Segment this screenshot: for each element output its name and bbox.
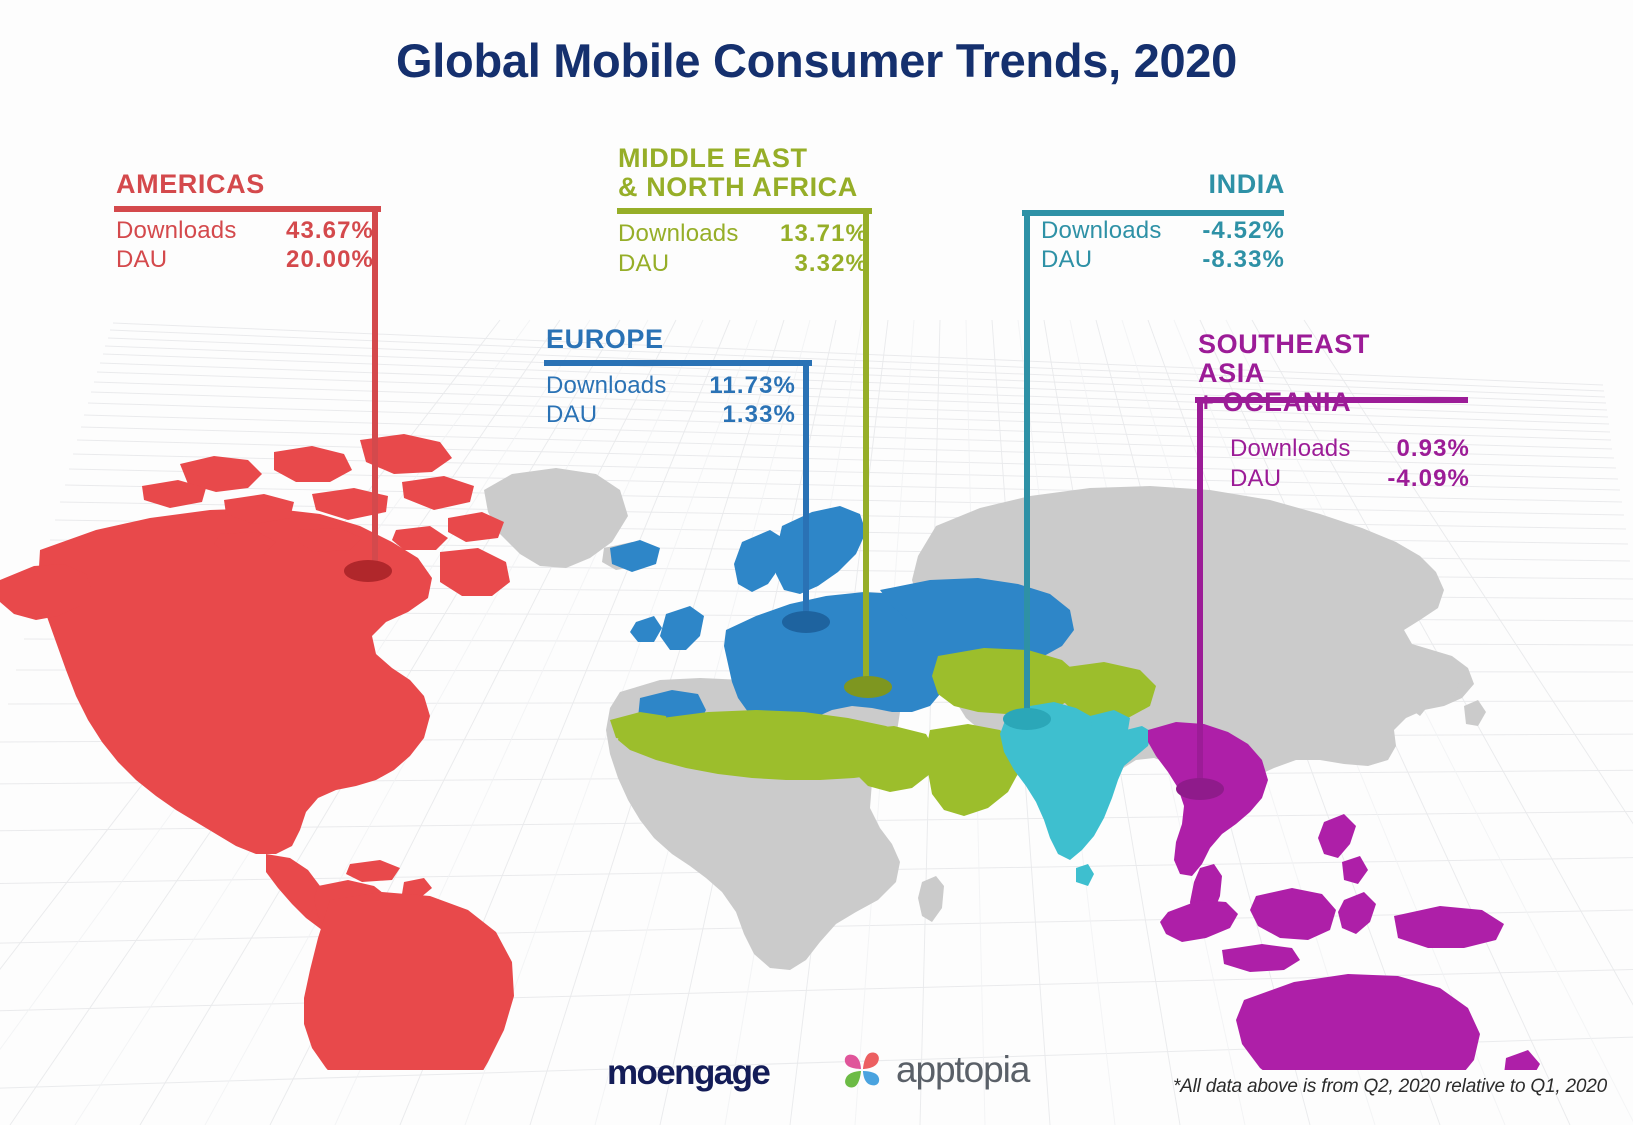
apptopia-wordmark: apptopia (896, 1049, 1030, 1090)
metric-label: Downloads (1041, 217, 1162, 245)
metric-label: DAU (1041, 246, 1093, 274)
callout-mena-heading: MIDDLE EAST & NORTH AFRICA (618, 143, 858, 203)
metric-label: DAU (116, 246, 168, 274)
callout-sea-heading: SOUTHEAST ASIA + OCEANIA (1198, 329, 1370, 418)
footer: moengage apptopia *All data above is fro… (0, 1040, 1633, 1125)
metric-value: -8.33% (1202, 246, 1285, 274)
callout-europe: EUROPE Downloads 11.73% DAU 1.33% (546, 324, 796, 430)
apptopia-logo: apptopia (840, 1048, 1030, 1092)
map-region-india (1000, 702, 1152, 886)
leader-southeast-asia (1195, 397, 1468, 784)
leader-mena (617, 208, 872, 682)
map-region-mena (610, 648, 1156, 816)
metric-row: Downloads 13.71% (618, 219, 868, 248)
metric-value: 43.67% (286, 217, 374, 245)
callout-americas-heading: AMERICAS (116, 169, 265, 199)
map-pin-europe (782, 611, 830, 633)
map-region-americas-south (304, 892, 514, 1070)
metric-row: Downloads 0.93% (1230, 434, 1470, 463)
metric-row: Downloads 11.73% (546, 371, 796, 400)
metric-value: 20.00% (286, 246, 374, 274)
metric-value: 0.93% (1396, 435, 1470, 463)
metric-row: DAU -8.33% (1041, 245, 1285, 274)
metric-value: -4.52% (1202, 217, 1285, 245)
metric-label: Downloads (116, 217, 237, 245)
callout-mena-rows: Downloads 13.71% DAU 3.32% (618, 219, 868, 278)
callout-americas-rows: Downloads 43.67% DAU 20.00% (116, 216, 374, 275)
leader-americas (114, 206, 381, 566)
callout-europe-rows: Downloads 11.73% DAU 1.33% (546, 371, 796, 430)
map-pin-mena (844, 676, 892, 698)
metric-row: DAU 20.00% (116, 245, 374, 274)
metric-label: Downloads (1230, 435, 1351, 463)
metric-value: 3.32% (794, 249, 868, 277)
metric-row: Downloads 43.67% (116, 216, 374, 245)
metric-row: Downloads -4.52% (1041, 216, 1285, 245)
metric-label: DAU (546, 401, 598, 429)
callout-americas: AMERICAS Downloads 43.67% DAU 20.00% (116, 169, 374, 275)
leader-india (1022, 210, 1284, 714)
callout-europe-heading: EUROPE (546, 324, 664, 354)
callout-middle-east-north-africa: MIDDLE EAST & NORTH AFRICA Downloads 13.… (618, 143, 868, 278)
moengage-logo: moengage (607, 1053, 771, 1092)
map-pin-southeast-asia (1176, 778, 1224, 800)
callout-sea-rows: Downloads 0.93% DAU -4.09% (1230, 434, 1470, 493)
callout-india-heading: INDIA (1208, 169, 1285, 199)
apptopia-pinwheel-icon (840, 1048, 884, 1092)
callout-india-rows: Downloads -4.52% DAU -8.33% (1041, 216, 1285, 275)
metric-row: DAU 3.32% (618, 249, 868, 278)
metric-value: -4.09% (1387, 464, 1470, 492)
metric-label: Downloads (546, 372, 667, 400)
metric-row: DAU 1.33% (546, 400, 796, 429)
page-title: Global Mobile Consumer Trends, 2020 (396, 34, 1237, 87)
footnote: *All data above is from Q2, 2020 relativ… (1172, 1076, 1607, 1097)
metric-value: 11.73% (709, 372, 796, 400)
metric-label: DAU (618, 249, 670, 277)
metric-label: Downloads (618, 220, 739, 248)
metric-value: 1.33% (722, 401, 796, 429)
map-pin-americas (344, 560, 392, 582)
world-map (0, 434, 1540, 1070)
metric-value: 13.71% (780, 220, 868, 248)
metric-label: DAU (1230, 464, 1282, 492)
callout-india: INDIA Downloads -4.52% DAU -8.33% (1041, 169, 1285, 275)
callout-southeast-asia-oceania: SOUTHEAST ASIA + OCEANIA Downloads 0.93%… (1196, 329, 1469, 493)
map-pin-india (1003, 708, 1051, 730)
metric-row: DAU -4.09% (1230, 464, 1470, 493)
leader-europe (544, 360, 812, 617)
